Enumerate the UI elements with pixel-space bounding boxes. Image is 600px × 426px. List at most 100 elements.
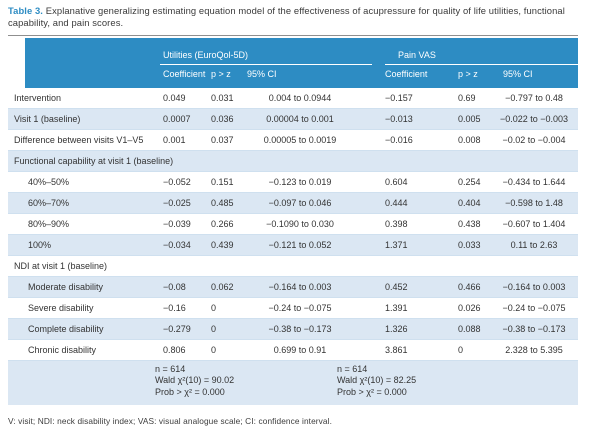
cell-utilities-p-z: 0.037 — [211, 134, 234, 145]
row-label: 40%–50% — [28, 176, 70, 187]
cell-utilities-95ci: 0.00005 to 0.0019 — [263, 134, 337, 145]
row-label: Difference between visits V1–V5 — [14, 134, 144, 145]
cell-pain-coefficient: −0.013 — [385, 113, 413, 124]
cell-pain-coefficient: 1.371 — [385, 239, 408, 250]
cell-utilities-coefficient: −0.025 — [163, 197, 191, 208]
table-row: Difference between visits V1–V5 0.001 0.03… — [8, 130, 578, 151]
col-header-utilities-coefficient: Coefficient — [163, 69, 206, 80]
summary-utilities: n = 614 Wald χ²(10) = 90.02 Prob > χ² = … — [155, 364, 337, 399]
cell-utilities-p-z: 0 — [211, 323, 217, 334]
cell-utilities-p-z: 0 — [211, 344, 217, 355]
cell-pain-p-z: 0.438 — [458, 218, 481, 229]
cell-pain-p-z: 0.088 — [458, 323, 481, 334]
summary-prob: Prob > χ² = 0.000 — [337, 386, 407, 397]
col-header-pain-95ci: 95% CI — [503, 69, 533, 80]
cell-pain-95ci: −0.797 to 0.48 — [505, 92, 563, 103]
cell-pain-95ci: −0.38 to −0.173 — [502, 323, 566, 334]
cell-pain-95ci: 2.328 to 5.395 — [505, 344, 563, 355]
cell-pain-95ci: 0.11 to 2.63 — [510, 239, 558, 250]
cell-utilities-coefficient: −0.16 — [163, 302, 186, 313]
cell-pain-coefficient: 0.444 — [385, 197, 408, 208]
cell-utilities-p-z: 0.031 — [211, 92, 234, 103]
cell-pain-p-z: 0 — [458, 344, 464, 355]
cell-pain-p-z: 0.005 — [458, 113, 481, 124]
section-label: Functional capability at visit 1 (baseli… — [14, 155, 174, 166]
cell-utilities-p-z: 0.151 — [211, 176, 234, 187]
table-footnote: V: visit; NDI: neck disability index; VA… — [8, 415, 332, 426]
cell-utilities-95ci: 0.00004 to 0.001 — [266, 113, 334, 124]
table-row: Moderate disability −0.08 0.062 −0.164 to 0… — [8, 276, 578, 298]
table-row: Severe disability −0.16 0 −0.24 to −0.075 1.… — [8, 298, 578, 319]
cell-utilities-95ci: −0.1090 to 0.030 — [266, 218, 334, 229]
cell-utilities-coefficient: 0.806 — [163, 344, 186, 355]
cell-pain-p-z: 0.69 — [458, 92, 476, 103]
cell-utilities-95ci: 0.004 to 0.0944 — [268, 92, 332, 103]
cell-utilities-95ci: −0.38 to −0.173 — [268, 323, 332, 334]
summary-wald: Wald χ²(10) = 82.25 — [337, 375, 417, 386]
model-summary-row: n = 614 Wald χ²(10) = 90.02 Prob > χ² = … — [8, 360, 578, 405]
col-header-utilities-95ci: 95% CI — [247, 69, 277, 80]
table-header: Utilities (EuroQol-5D) Pain VAS Coeffici… — [25, 37, 578, 88]
cell-pain-95ci: −0.02 to −0.004 — [502, 134, 566, 145]
table-row: Visit 1 (baseline) 0.0007 0.036 0.00004 to … — [8, 108, 578, 130]
cell-pain-coefficient: −0.016 — [385, 134, 413, 145]
cell-utilities-p-z: 0.439 — [211, 239, 234, 250]
cell-pain-95ci: −0.24 to −0.075 — [502, 302, 566, 313]
table-row: 60%–70% −0.025 0.485 −0.097 to 0.046 0.444 0.… — [8, 192, 578, 214]
summary-n: n = 614 — [155, 363, 186, 374]
cell-pain-p-z: 0.026 — [458, 302, 481, 313]
table-row: Complete disability −0.279 0 −0.38 to −0.17… — [8, 318, 578, 340]
cell-utilities-coefficient: −0.279 — [163, 323, 191, 334]
row-label: 100% — [28, 239, 52, 250]
table-row: Chronic disability 0.806 0 0.699 to 0.91 3.8… — [8, 340, 578, 361]
cell-pain-p-z: 0.404 — [458, 197, 481, 208]
cell-pain-coefficient: 1.326 — [385, 323, 408, 334]
table-top-rule — [8, 34, 578, 36]
cell-utilities-coefficient: −0.08 — [163, 281, 186, 292]
row-label: Severe disability — [28, 302, 94, 313]
cell-pain-coefficient: 0.604 — [385, 176, 408, 187]
table-number: Table 3. — [8, 5, 44, 16]
table-body: Intervention 0.049 0.031 0.004 to 0.0944 −0.… — [8, 88, 578, 361]
row-label: Visit 1 (baseline) — [14, 113, 81, 124]
row-label: Complete disability — [28, 323, 104, 334]
section-label: NDI at visit 1 (baseline) — [14, 260, 108, 271]
cell-utilities-95ci: 0.699 to 0.91 — [273, 344, 327, 355]
cell-utilities-coefficient: 0.001 — [163, 134, 186, 145]
cell-utilities-p-z: 0 — [211, 302, 217, 313]
cell-utilities-coefficient: −0.039 — [163, 218, 191, 229]
cell-pain-95ci: −0.022 to −0.003 — [499, 113, 569, 124]
summary-wald: Wald χ²(10) = 90.02 — [155, 375, 235, 386]
cell-pain-coefficient: 3.861 — [385, 344, 408, 355]
table-3: Utilities (EuroQol-5D) Pain VAS Coeffici… — [8, 37, 578, 405]
cell-utilities-p-z: 0.036 — [211, 113, 234, 124]
cell-pain-95ci: −0.434 to 1.644 — [502, 176, 566, 187]
cell-pain-95ci: −0.598 to 1.48 — [505, 197, 563, 208]
cell-pain-coefficient: 0.452 — [385, 281, 408, 292]
cell-utilities-95ci: −0.24 to −0.075 — [268, 302, 332, 313]
cell-pain-95ci: −0.164 to 0.003 — [502, 281, 566, 292]
row-label: Intervention — [14, 92, 62, 103]
summary-pain: n = 614 Wald χ²(10) = 82.25 Prob > χ² = … — [337, 364, 578, 399]
cell-utilities-95ci: −0.097 to 0.046 — [268, 197, 332, 208]
cell-utilities-coefficient: 0.0007 — [163, 113, 191, 124]
cell-pain-95ci: −0.607 to 1.404 — [502, 218, 566, 229]
table-caption-text: Explanative generalizing estimating equa… — [8, 5, 565, 28]
cell-utilities-p-z: 0.485 — [211, 197, 234, 208]
row-label: 60%–70% — [28, 197, 70, 208]
section-header-row: Functional capability at visit 1 (baseli… — [8, 150, 578, 172]
table-caption: Table 3. Explanative generalizing estima… — [8, 5, 590, 29]
cell-pain-p-z: 0.254 — [458, 176, 481, 187]
summary-n: n = 614 — [337, 363, 368, 374]
cell-utilities-p-z: 0.062 — [211, 281, 234, 292]
cell-pain-p-z: 0.466 — [458, 281, 481, 292]
cell-utilities-95ci: −0.121 to 0.052 — [268, 239, 332, 250]
col-header-pain-coefficient: Coefficient — [385, 69, 428, 80]
col-header-utilities-p-z: p > z — [211, 69, 231, 80]
table-row: Intervention 0.049 0.031 0.004 to 0.0944 −0.… — [8, 88, 578, 109]
cell-utilities-95ci: −0.123 to 0.019 — [268, 176, 332, 187]
table-row: 80%–90% −0.039 0.266 −0.1090 to 0.030 0.398 0… — [8, 214, 578, 235]
paper-page: Table 3. Explanative generalizing estima… — [0, 5, 600, 426]
cell-utilities-coefficient: −0.034 — [163, 239, 191, 250]
row-label: Chronic disability — [28, 344, 97, 355]
